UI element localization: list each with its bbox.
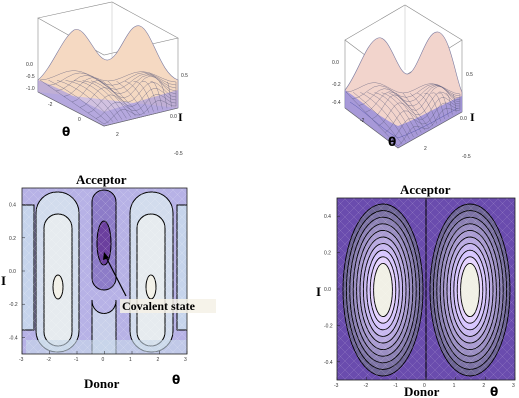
x-tick: 2 (116, 132, 119, 138)
y-tick: -0.5 (462, 154, 471, 160)
z-tick: -0.4 (332, 100, 341, 106)
annotation-arrow (105, 256, 127, 297)
y-axis-label: I (1, 273, 6, 288)
z-tick: -0.2 (332, 82, 341, 88)
contour-plot-left: -3 -2 -1 0 1 2 3 0.4 0.2 0.0 -0.2 -0.4 Covalent st… (1, 172, 216, 391)
y-tick-label: 0.4 (9, 203, 16, 209)
y-tick: -0.5 (174, 151, 183, 157)
top-label-acceptor: Acceptor (400, 182, 451, 197)
x-axis-label: θ (62, 125, 70, 139)
z-tick: 0.0 (332, 60, 339, 66)
x-tick-label: -3 (19, 357, 24, 363)
x-tick-label: -1 (74, 357, 79, 363)
x-axis-label: θ (388, 135, 396, 149)
y-axis-label: I (316, 284, 321, 299)
y-tick-label: 0.4 (324, 214, 331, 220)
x-tick-label: -3 (334, 383, 339, 389)
contour-plot-right: -3 -2 -1 0 1 2 3 0.4 0.2 0.0 -0.2 -0.4 Acceptor Do… (316, 182, 516, 398)
x-tick: 2 (424, 146, 427, 152)
z-tick: -0.5 (26, 74, 35, 80)
bottom-label-donor: Donor (404, 384, 440, 398)
x-tick: -2 (360, 118, 365, 124)
surface-plot-right: 0.0 -0.2 -0.4 -2 0 2 0.5 0.0 -0.5 θ I (332, 4, 475, 160)
z-tick: 0.0 (26, 62, 33, 68)
x-tick-label: 3 (512, 383, 515, 389)
x-tick: 0 (390, 138, 393, 144)
x-tick-label: 0 (423, 383, 426, 389)
y-tick-label: 0.0 (9, 269, 16, 275)
y-tick-label: 0.0 (324, 287, 331, 293)
y-tick-label: 0.2 (324, 251, 331, 257)
contour-ring (373, 262, 393, 318)
y-tick-label: 0.2 (9, 236, 16, 242)
x-tick-label: 2 (482, 383, 485, 389)
x-tick-label: 2 (157, 357, 160, 363)
x-tick: -2 (48, 102, 53, 108)
y-tick: 0.0 (460, 116, 467, 122)
x-tick-label: 3 (184, 357, 187, 363)
surface-plot-left: 0.0 -0.5 -1.0 -2 0 2 0.5 0.0 -0.5 θ I (26, 1, 188, 157)
x-tick-label: 1 (129, 357, 132, 363)
annotation-covalent-state: Covalent state (122, 299, 196, 313)
x-axis-label: θ (490, 385, 498, 398)
y-tick-label: -0.4 (9, 335, 18, 341)
x-tick-label: -2 (47, 357, 52, 363)
contour-ring (460, 262, 480, 318)
x-tick-label: -2 (364, 383, 369, 389)
x-tick-label: 1 (453, 383, 456, 389)
y-tick: 0.5 (181, 73, 188, 79)
y-axis-label: I (470, 110, 475, 124)
top-label-acceptor: Acceptor (76, 172, 127, 187)
y-tick-label: -0.4 (324, 360, 333, 366)
z-tick: -1.0 (26, 86, 35, 92)
y-tick: 0.0 (170, 114, 177, 120)
y-tick: 0.5 (466, 72, 473, 78)
y-tick-label: -0.2 (9, 302, 18, 308)
y-tick-label: -0.2 (324, 323, 333, 329)
y-axis-label: I (178, 110, 183, 124)
x-tick-label: 0 (102, 357, 105, 363)
bottom-label-donor: Donor (84, 376, 120, 391)
x-tick-label: -1 (393, 383, 398, 389)
x-tick: 0 (78, 117, 81, 123)
x-axis-label: θ (172, 373, 180, 387)
